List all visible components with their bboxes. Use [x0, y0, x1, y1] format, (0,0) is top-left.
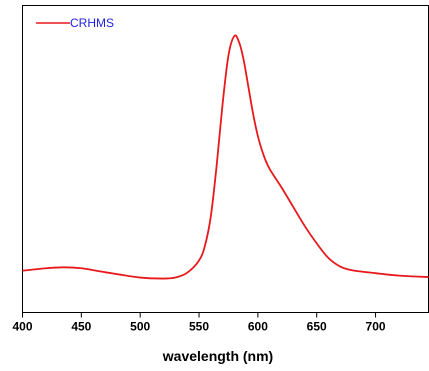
legend: CRHMS [36, 16, 114, 30]
series-layer [22, 34, 429, 280]
plot-frame [22, 5, 429, 313]
series-line-crhms [22, 34, 429, 280]
x-tick-label: 700 [366, 320, 386, 334]
x-tick-label: 400 [12, 320, 32, 334]
x-tick-label: 650 [307, 320, 327, 334]
x-tick-label: 550 [189, 320, 209, 334]
x-tick-label: 450 [71, 320, 91, 334]
x-axis-title: wavelength (nm) [162, 348, 273, 364]
x-tick-label: 600 [248, 320, 268, 334]
x-ticks: 400 450 500 550 600 650 700 [12, 312, 386, 334]
x-tick-label: 500 [130, 320, 150, 334]
legend-label-crhms: CRHMS [70, 16, 114, 30]
